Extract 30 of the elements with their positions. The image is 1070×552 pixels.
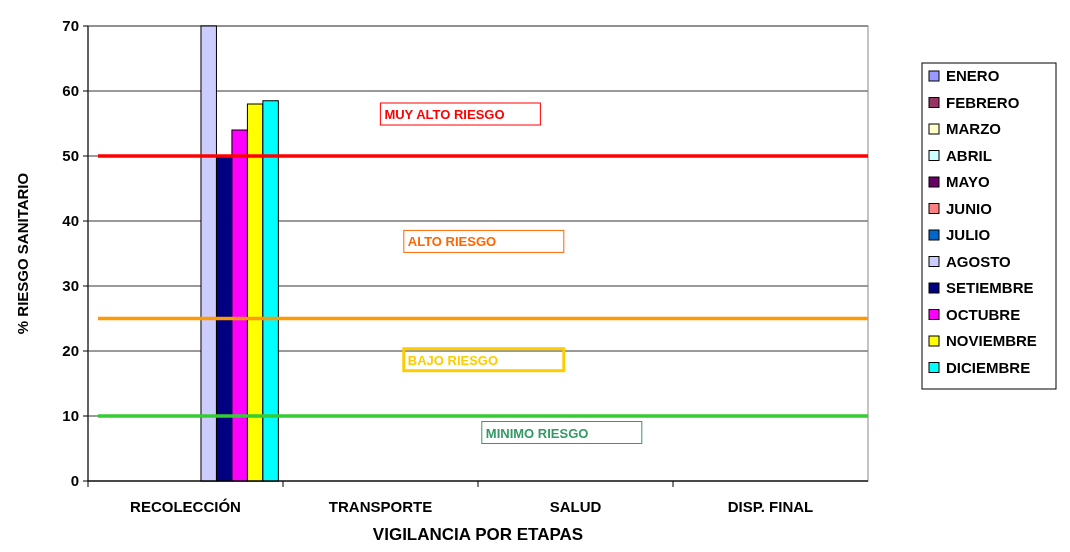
legend-label: JULIO bbox=[946, 226, 991, 243]
x-tick-label: SALUD bbox=[549, 498, 602, 515]
legend-label: SETIEMBRE bbox=[946, 279, 1034, 296]
y-tick-label: 50 bbox=[62, 147, 79, 164]
y-tick-label: 20 bbox=[62, 342, 79, 359]
y-tick-label: 60 bbox=[62, 82, 79, 99]
legend-label: AGOSTO bbox=[946, 252, 1012, 270]
y-tick-label: 70 bbox=[62, 17, 79, 34]
y-tick-label: 10 bbox=[62, 407, 79, 424]
y-tick-label: 30 bbox=[62, 277, 79, 294]
x-tick-label: TRANSPORTE bbox=[328, 498, 433, 515]
y-axis-title: % RIESGO SANITARIO bbox=[14, 172, 31, 335]
x-tick-label: DISP. FINAL bbox=[727, 498, 814, 515]
legend-label: DICIEMBRE bbox=[946, 358, 1031, 376]
legend-label: MARZO bbox=[946, 120, 1002, 137]
annotation: BAJO RIESGO bbox=[407, 352, 499, 368]
y-tick-label: 40 bbox=[62, 212, 79, 229]
legend-label: OCTUBRE bbox=[946, 305, 1021, 323]
x-axis-title: VIGILANCIA POR ETAPAS bbox=[372, 525, 584, 544]
annotation: MUY ALTO RIESGO bbox=[384, 107, 505, 122]
x-tick-label: RECOLECCIÓN bbox=[130, 498, 241, 515]
annotation: MINIMO RIESGO bbox=[485, 425, 589, 441]
legend-label: NOVIEMBRE bbox=[946, 332, 1037, 349]
legend-label: MAYO bbox=[946, 173, 990, 190]
legend-label: FEBRERO bbox=[946, 93, 1020, 111]
y-tick-label: 0 bbox=[70, 472, 79, 489]
legend-label: ABRIL bbox=[946, 146, 992, 164]
legend-label: JUNIO bbox=[946, 199, 993, 217]
legend-label: ENERO bbox=[946, 67, 1000, 84]
annotation: ALTO RIESGO bbox=[407, 234, 497, 250]
